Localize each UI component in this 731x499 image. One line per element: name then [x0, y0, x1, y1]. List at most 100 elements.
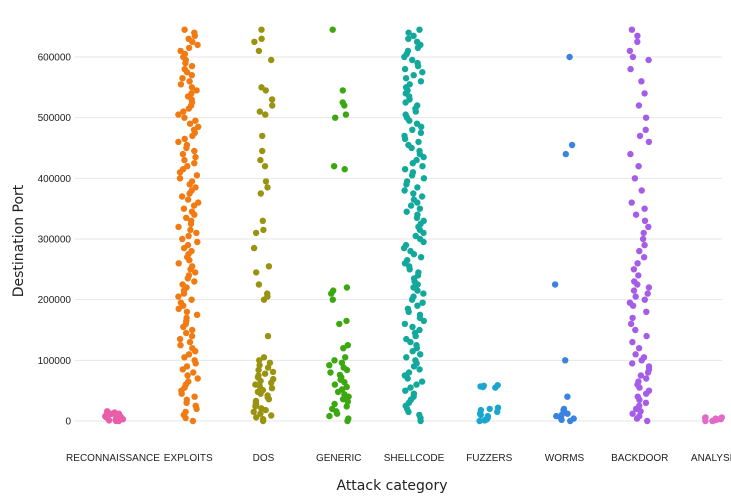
data-point: [188, 296, 195, 303]
data-point: [415, 138, 422, 146]
data-point: [341, 166, 348, 173]
data-point: [417, 254, 425, 261]
data-point: [264, 392, 271, 399]
data-point: [102, 413, 109, 420]
data-point: [702, 414, 709, 421]
data-point: [345, 415, 352, 422]
data-point: [636, 247, 643, 255]
data-point: [188, 208, 196, 215]
data-point: [626, 47, 634, 55]
data-point: [718, 414, 725, 421]
data-point: [257, 410, 264, 417]
data-point: [181, 135, 188, 143]
data-point: [637, 372, 645, 379]
data-point: [331, 400, 338, 408]
data-point: [192, 184, 199, 191]
data-point: [414, 184, 421, 191]
data-point: [191, 393, 198, 400]
data-point: [252, 381, 259, 388]
data-point: [183, 329, 190, 337]
data-point: [177, 47, 184, 55]
data-point: [562, 357, 569, 364]
data-point: [251, 38, 258, 45]
data-point: [626, 299, 634, 306]
data-point: [404, 257, 411, 264]
data-point: [268, 385, 276, 392]
data-point: [185, 378, 192, 385]
data-point: [402, 387, 409, 394]
data-point: [194, 375, 201, 382]
data-point: [183, 141, 191, 149]
data-point: [186, 78, 193, 85]
data-point: [560, 405, 568, 413]
data-point: [416, 326, 423, 334]
data-point: [410, 196, 418, 203]
data-point: [326, 412, 333, 420]
data-point: [635, 163, 642, 170]
data-point: [189, 326, 196, 334]
data-point: [256, 362, 263, 369]
data-point: [566, 53, 573, 61]
y-tick-label: 500000: [38, 113, 72, 124]
data-point: [188, 247, 195, 255]
data-point: [636, 412, 643, 420]
data-point: [413, 120, 421, 127]
data-point: [636, 402, 643, 409]
y-tick-label: 0: [65, 417, 71, 428]
x-tick-label: DOS: [253, 453, 275, 464]
data-point: [185, 272, 193, 279]
data-point: [416, 147, 423, 155]
data-point: [641, 217, 649, 224]
data-point: [175, 305, 182, 312]
data-point: [175, 260, 182, 267]
data-point: [260, 226, 267, 234]
data-point: [407, 384, 414, 391]
data-point: [339, 99, 346, 106]
data-point: [629, 314, 636, 322]
data-point: [645, 138, 653, 146]
data-point: [191, 147, 198, 155]
data-point: [250, 244, 258, 252]
data-point: [630, 287, 638, 294]
data-point: [176, 335, 184, 343]
data-point: [629, 360, 636, 367]
data-point: [327, 369, 334, 376]
data-point: [177, 299, 185, 306]
data-point: [262, 178, 270, 185]
data-point: [264, 364, 272, 371]
data-point: [645, 56, 652, 64]
data-point: [183, 314, 190, 322]
data-point: [416, 205, 424, 212]
x-tick-label: FUZZERS: [466, 453, 512, 464]
data-point: [255, 47, 263, 55]
data-point: [642, 399, 650, 406]
data-point: [410, 32, 417, 39]
data-point: [258, 84, 265, 91]
data-point: [194, 41, 201, 49]
data-point: [629, 53, 637, 61]
data-point: [336, 371, 344, 379]
y-tick-label: 300000: [38, 235, 72, 246]
data-point: [253, 269, 260, 276]
data-point: [629, 338, 636, 346]
x-tick-label: ANALYSIS: [691, 453, 731, 464]
data-point: [330, 163, 338, 170]
y-axis-title: Destination Port: [11, 184, 27, 297]
data-point: [343, 284, 351, 291]
data-point: [193, 87, 200, 94]
data-point: [416, 411, 423, 419]
data-point: [640, 229, 647, 237]
data-point: [109, 410, 116, 417]
data-point: [405, 29, 412, 36]
data-point: [343, 317, 350, 325]
data-point: [641, 296, 648, 303]
data-point: [180, 205, 188, 212]
data-point: [410, 72, 417, 79]
data-point: [192, 117, 199, 124]
data-point: [413, 342, 420, 349]
data-point: [340, 364, 347, 371]
data-point: [644, 290, 651, 297]
data-point: [635, 378, 642, 385]
data-point: [634, 260, 641, 267]
data-point: [179, 75, 186, 82]
